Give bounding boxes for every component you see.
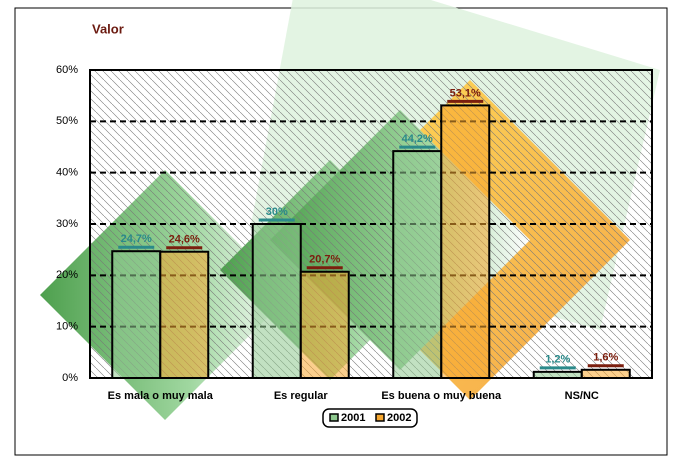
y-tick-label: 20% xyxy=(56,269,78,281)
legend-swatch xyxy=(375,413,385,422)
x-tick-label: Es buena o muy buena xyxy=(381,390,502,402)
bar xyxy=(111,250,162,379)
y-tick-label: 0% xyxy=(62,372,78,384)
y-tick-label: 60% xyxy=(56,64,78,76)
value-label: 53,1% xyxy=(450,87,481,99)
y-tick-label: 10% xyxy=(56,321,78,333)
legend-swatch xyxy=(329,413,339,422)
legend xyxy=(322,408,418,428)
y-tick-label: 40% xyxy=(56,167,78,179)
x-tick-label: Es mala o muy mala xyxy=(108,390,214,402)
bar xyxy=(251,223,302,379)
bar xyxy=(299,270,350,379)
value-label: 24,7% xyxy=(121,233,152,245)
plot-border xyxy=(89,69,653,379)
y-tick-label: 50% xyxy=(56,115,78,127)
y-tick-label: 30% xyxy=(56,218,78,230)
x-tick-label: Es regular xyxy=(274,390,329,402)
value-label: 24,6% xyxy=(169,234,200,246)
chart-title: Valor xyxy=(92,21,124,36)
value-label: 20,7% xyxy=(309,254,340,266)
bar xyxy=(580,368,631,379)
value-label: 44,2% xyxy=(402,133,433,145)
bar xyxy=(159,250,210,379)
value-label: 30% xyxy=(266,206,288,218)
bar xyxy=(392,150,443,379)
value-label: 1,6% xyxy=(593,352,618,364)
bar xyxy=(440,104,491,379)
value-label: 1,2% xyxy=(545,354,570,366)
x-tick-label: NS/NC xyxy=(565,390,599,402)
legend-label: 2001 xyxy=(341,412,365,424)
legend-label: 2002 xyxy=(387,412,411,424)
